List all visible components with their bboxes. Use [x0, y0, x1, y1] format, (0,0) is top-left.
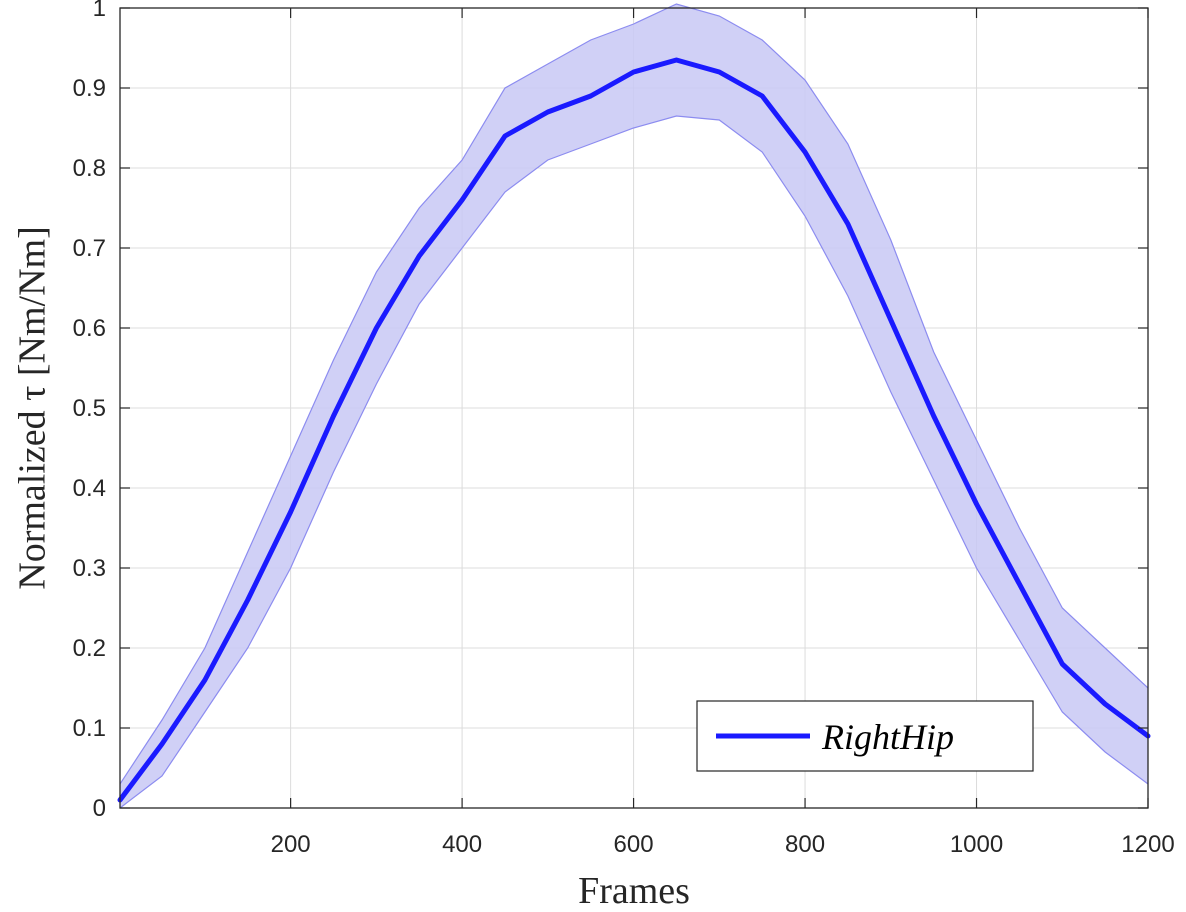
- x-tick-label: 200: [271, 831, 311, 858]
- y-tick-label: 0: [93, 795, 106, 822]
- y-tick-label: 1: [93, 0, 106, 22]
- band-layer: [119, 3, 1149, 809]
- y-tick-label: 0.1: [73, 715, 106, 742]
- series-line-righthip: [117, 57, 1151, 803]
- y-tick-label: 0.7: [73, 235, 106, 262]
- y-tick-label: 0.4: [73, 475, 106, 502]
- line-layer: [117, 57, 1151, 803]
- y-tick-label: 0.5: [73, 395, 106, 422]
- legend-label: RightHip: [821, 717, 954, 757]
- y-tick-label: 0.6: [73, 315, 106, 342]
- y-tick-label: 0.8: [73, 155, 106, 182]
- x-axis-title: Frames: [578, 870, 690, 912]
- band-upper-edge: [119, 3, 1149, 785]
- confidence-band: [120, 4, 1148, 808]
- x-tick-label: 800: [785, 831, 825, 858]
- ticks: 200 400 600 800 1000 1200 0 0.1 0.2 0.3 0.4 0.5 0.6 0…: [73, 0, 1175, 858]
- x-tick-label: 600: [614, 831, 654, 858]
- band-lower-edge: [119, 115, 1149, 809]
- y-tick-label: 0.3: [73, 555, 106, 582]
- x-tick-label: 400: [442, 831, 482, 858]
- y-tick-label: 0.2: [73, 635, 106, 662]
- x-tick-label: 1000: [950, 831, 1003, 858]
- legend: RightHip: [696, 700, 1034, 772]
- y-axis-title: Normalized τ [Nm/Nm]: [12, 226, 54, 590]
- y-tick-label: 0.9: [73, 75, 106, 102]
- x-tick-label: 1200: [1121, 831, 1174, 858]
